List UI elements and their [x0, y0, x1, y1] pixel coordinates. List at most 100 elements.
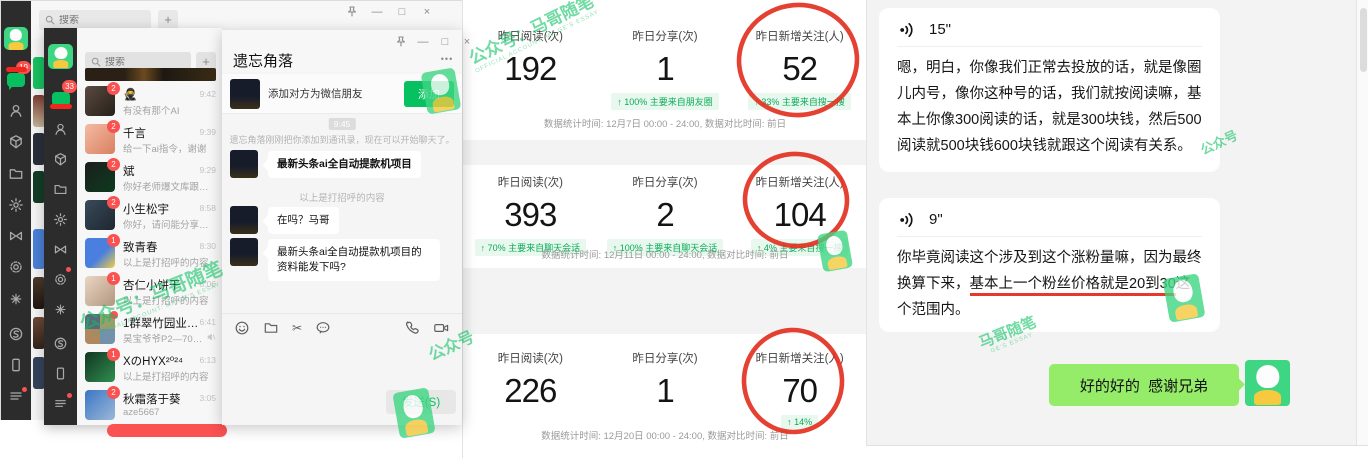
my-avatar[interactable]: [1245, 360, 1290, 406]
chat-time: 8:58: [199, 203, 216, 213]
sidebar-search-plugin-item[interactable]: [44, 295, 77, 323]
voice-duration: 9": [929, 211, 943, 228]
sidebar-video-item[interactable]: [1, 320, 31, 347]
sidebar-contacts-item[interactable]: [1, 98, 31, 125]
voice-row[interactable]: 9": [879, 198, 1220, 236]
chat-time: 8:30: [199, 241, 216, 251]
sidebar-settings-item[interactable]: [44, 265, 77, 293]
send-button[interactable]: 发送(S): [386, 390, 456, 414]
add-friend-button[interactable]: 添加: [404, 80, 454, 107]
sidebar-moments-item[interactable]: [1, 191, 31, 218]
voice-call-icon[interactable]: [404, 320, 420, 336]
list-item[interactable]: 1 致青春 8:30 以上是打招呼的内容: [77, 234, 222, 272]
voice-row[interactable]: 15": [879, 8, 1220, 46]
more-menu-button[interactable]: •••: [440, 54, 454, 64]
list-item-partial[interactable]: [77, 424, 227, 437]
add-friend-text: 添加对方为微信朋友: [268, 88, 363, 100]
sidebar-moments-item[interactable]: [44, 205, 77, 233]
sender-avatar[interactable]: [230, 150, 258, 178]
sidebar-channels-item[interactable]: [1, 223, 31, 250]
partial-chat-row[interactable]: [85, 68, 216, 81]
reply-text: 好的好的 感谢兄弟: [1079, 377, 1209, 395]
list-item[interactable]: 2 千言 9:39 给一下ai指令，谢谢: [77, 120, 222, 158]
sidebar-phone-item[interactable]: [44, 359, 77, 387]
avatar: 1: [85, 348, 120, 382]
folder-icon: [9, 168, 23, 179]
sidebar-contacts-item[interactable]: [44, 115, 77, 143]
voice-transcript: 嗯，明白，你像我们正常去投放的话，就是像圈儿内号，像你这种号的话，我们就按阅读嘛…: [897, 60, 1202, 154]
user-avatar[interactable]: [48, 44, 73, 69]
speaker-icon: [900, 22, 913, 37]
pin-icon[interactable]: [343, 6, 361, 20]
chat-preview: 昊宝爷爷P2—702：[图片]: [123, 334, 207, 345]
list-item[interactable]: 2 秋霜落于葵 3:05 aze5667: [77, 386, 222, 424]
sidebar-favorites-item[interactable]: [1, 129, 31, 156]
chat-time: 9:42: [199, 89, 216, 99]
sidebar-search-plugin-item[interactable]: [1, 285, 31, 312]
notification-dot: [67, 393, 72, 398]
sidebar-video-item[interactable]: [44, 329, 77, 357]
sidebar-files-item[interactable]: [1, 160, 31, 187]
sidebar-menu-item[interactable]: [44, 389, 77, 417]
search-icon: [91, 57, 101, 67]
file-icon[interactable]: [263, 320, 279, 336]
greeting-divider: 以上是打招呼的内容: [299, 193, 385, 204]
close-button[interactable]: ×: [463, 36, 471, 48]
list-item[interactable]: 1群翠竹园业主讨论群 6:41 昊宝爷爷P2—702：[图片]: [77, 310, 222, 348]
list-item[interactable]: 2 小生松宇 8:58 你好，请问能分享军事领域...: [77, 196, 222, 234]
follow-label: 昨日新增关注(人): [755, 353, 844, 365]
read-label: 昨日阅读(次): [497, 177, 563, 189]
list-item[interactable]: 1 XのHYX²⁰²⁴ 6:13 以上是打招呼的内容: [77, 348, 222, 386]
chat-name: 杏仁小饼干: [123, 280, 181, 292]
read-value: 393: [504, 196, 557, 233]
sidebar-channels-item[interactable]: [44, 235, 77, 263]
second-search-box[interactable]: [85, 52, 191, 72]
stats-footer-1: 数据统计时间: 12月7日 00:00 - 24:00, 数据对比时间: 前日: [543, 119, 787, 130]
minimize-button[interactable]: —: [371, 6, 383, 18]
list-item[interactable]: 1 杏仁小饼干 8:06 以上是打招呼的内容: [77, 272, 222, 310]
sparkle-icon: [10, 293, 22, 304]
sidebar-menu-item[interactable]: [1, 383, 31, 410]
second-sidebar: 33: [44, 28, 77, 425]
share-value: 2: [656, 196, 674, 233]
sender-avatar[interactable]: [230, 238, 258, 266]
maximize-button[interactable]: □: [441, 36, 449, 48]
minimize-button[interactable]: —: [417, 36, 429, 48]
list-item[interactable]: 2 斌 9:29 你好老师爆文库跟指令能给...: [77, 158, 222, 196]
contacts-icon: [10, 105, 22, 118]
share-label: 昨日分享(次): [632, 353, 698, 365]
sidebar-phone-item[interactable]: [1, 351, 31, 378]
main-add-button[interactable]: +: [158, 10, 178, 30]
sidebar-favorites-item[interactable]: [44, 145, 77, 173]
sidebar-files-item[interactable]: [44, 175, 77, 203]
screenshot-icon[interactable]: ✂: [292, 320, 303, 335]
follow-value: 52: [782, 50, 818, 87]
message-timestamp: 9:45: [328, 118, 356, 130]
pin-icon[interactable]: [392, 36, 410, 50]
read-label: 昨日阅读(次): [497, 31, 563, 43]
main-search-box[interactable]: [39, 10, 151, 30]
stats-card-1: 昨日阅读(次) 192 昨日分享(次) 1 ↑ 100% 主要来自朋友圈 昨日新…: [463, 28, 867, 110]
notification-dot: [22, 386, 27, 392]
chat-history-icon[interactable]: [315, 320, 331, 336]
user-avatar[interactable]: [4, 27, 28, 51]
mute-icon: [207, 333, 216, 341]
emoji-icon[interactable]: [234, 320, 250, 336]
second-add-button[interactable]: +: [196, 52, 216, 72]
favorites-box-icon: [55, 152, 66, 166]
scrollbar[interactable]: [1356, 0, 1368, 445]
scrollbar-thumb[interactable]: [1360, 8, 1367, 72]
list-item[interactable]: 2 🥷 9:42 有没有那个AI: [77, 82, 222, 120]
close-button[interactable]: ×: [423, 6, 431, 18]
gear-icon: [55, 273, 66, 285]
main-search-input[interactable]: [59, 14, 139, 26]
sidebar-settings-item[interactable]: [1, 254, 31, 281]
chat-time: 8:06: [199, 279, 216, 289]
avatar: 2: [85, 196, 120, 230]
video-call-icon[interactable]: [433, 320, 450, 336]
chat-preview: 以上是打招呼的内容: [123, 372, 209, 383]
second-search-input[interactable]: [105, 56, 177, 68]
maximize-button[interactable]: □: [398, 6, 406, 18]
sender-avatar[interactable]: [230, 206, 258, 234]
share-value: 1: [656, 372, 674, 409]
